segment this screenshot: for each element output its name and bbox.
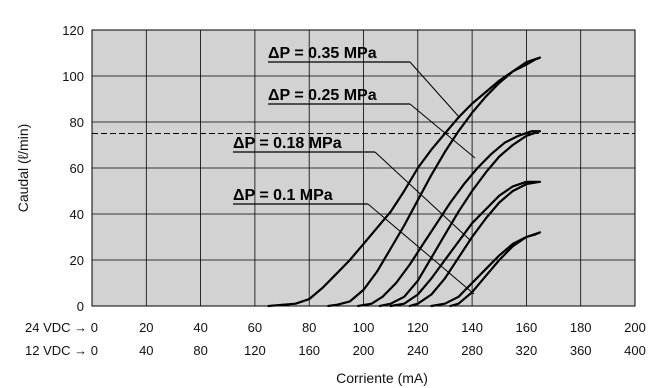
x-tick-label: 240 xyxy=(407,343,429,358)
x-tick-label: 160 xyxy=(516,320,538,335)
y-axis-title: Caudal (ℓ/min) xyxy=(15,124,31,213)
curve-labels: ΔP = 0.35 MPa ΔP = 0.25 MPa ΔP = 0.18 MPa Δ… xyxy=(233,45,476,295)
x-tick-label: 140 xyxy=(461,320,483,335)
curve-label: ΔP = 0.35 MPa xyxy=(268,45,377,62)
x-tick-label: 40 xyxy=(139,343,153,358)
x-tick-label: 40 xyxy=(193,320,207,335)
y-tick-labels: 0 20 40 60 80 100 120 xyxy=(62,23,84,314)
y-tick-label: 60 xyxy=(70,161,84,176)
x-tick-label: 160 xyxy=(298,343,320,358)
x-tick-label: 360 xyxy=(570,343,592,358)
y-tick-label: 20 xyxy=(70,253,84,268)
curve-label-leader xyxy=(374,151,471,241)
x-tick-label: 60 xyxy=(248,320,262,335)
x-tick-labels: 24 VDC → 0 20 40 60 80 100 120 140 160 180 200 12 V… xyxy=(25,320,646,358)
curve-label-leader xyxy=(409,103,476,159)
x-tick-label: 200 xyxy=(353,343,375,358)
x-tick-label: 80 xyxy=(302,320,316,335)
series-line xyxy=(389,180,542,308)
x-tick-label: 120 xyxy=(244,343,266,358)
x-tick-row-prefix: 24 VDC → 0 xyxy=(25,320,98,335)
curve-label-leader xyxy=(367,203,475,295)
series-line xyxy=(357,130,542,308)
x-tick-label: 200 xyxy=(624,320,646,335)
x-tick-label: 180 xyxy=(570,320,592,335)
series-line xyxy=(267,56,542,308)
x-tick-row-prefix: 12 VDC → 0 xyxy=(25,343,98,358)
x-tick-label: 100 xyxy=(353,320,375,335)
y-tick-label: 0 xyxy=(77,299,84,314)
series-group xyxy=(267,56,542,308)
curve-label: ΔP = 0.25 MPa xyxy=(268,87,377,104)
y-tick-label: 100 xyxy=(62,69,84,84)
x-tick-label: 80 xyxy=(193,343,207,358)
curve-label-leader xyxy=(409,61,461,119)
x-tick-label: 20 xyxy=(139,320,153,335)
grid-lines xyxy=(92,30,635,306)
curve-label: ΔP = 0.18 MPa xyxy=(233,135,342,152)
y-tick-label: 80 xyxy=(70,115,84,130)
x-tick-label: 280 xyxy=(461,343,483,358)
y-tick-label: 40 xyxy=(70,207,84,222)
curve-label: ΔP = 0.1 MPa xyxy=(233,187,333,204)
y-tick-label: 120 xyxy=(62,23,84,38)
series-line xyxy=(430,231,542,308)
x-tick-label: 320 xyxy=(516,343,538,358)
x-axis-title: Corriente (mA) xyxy=(336,370,428,386)
x-tick-label: 120 xyxy=(407,320,429,335)
x-tick-label: 400 xyxy=(624,343,646,358)
